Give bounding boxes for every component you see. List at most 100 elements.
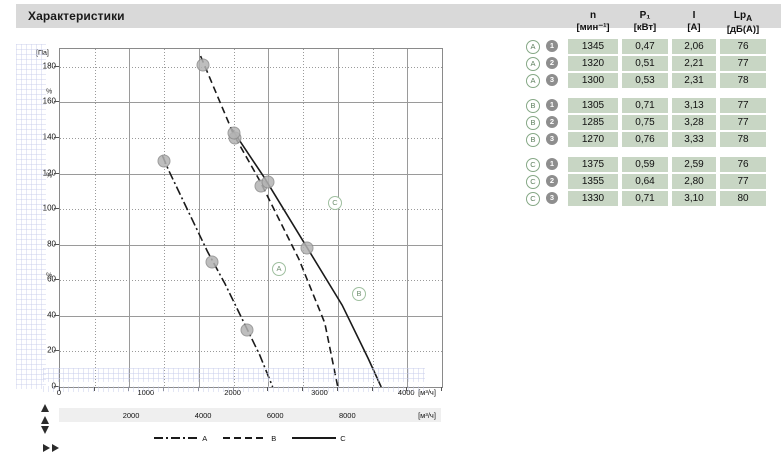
table-row[interactable]: C 1 1375 0,59 2,59 76 [516,156,778,173]
cell-current: 2,80 [672,174,716,189]
x-axis-unit-label: [м³/ч] [418,388,436,397]
x-axis-secondary-tick-label: 2000 [122,411,140,420]
table-group-spacer [516,148,778,156]
curve-lines [161,55,382,387]
operating-point-marker [157,154,171,168]
y-axis-tick-label: 100 [42,203,56,213]
row-speed-badge: 2 [546,116,558,128]
gridline-vertical [407,49,408,387]
row-speed-badge: 3 [546,133,558,145]
y-axis-secondary-label: % [46,272,53,280]
row-speed-badge: 2 [546,175,558,187]
gridline-horizontal [60,316,442,317]
row-speed-badge: 3 [546,74,558,86]
operating-point-marker [261,175,275,189]
y-axis-tick-label: 140 [42,132,56,142]
y-axis-tick-label: 80 [47,239,56,249]
cell-power: 0,59 [622,157,668,172]
triangle-up-icon-2 [41,416,49,424]
cell-power: 0,47 [622,39,668,54]
cell-sound-pressure: 77 [720,98,766,113]
column-unit: [А] [687,22,701,33]
curve-b [199,55,339,387]
table-row[interactable]: B 2 1285 0,75 3,28 77 [516,114,778,131]
cell-sound-pressure: 77 [720,115,766,130]
cell-current: 3,33 [672,132,716,147]
x-axis-primary-labels: 0 1000 2000 3000 4000 [м³/ч] [56,388,441,400]
x-axis-tick-label: 0 [56,388,62,397]
table-row[interactable]: A 1 1345 0,47 2,06 76 [516,38,778,55]
table-row[interactable]: C 2 1355 0,64 2,80 77 [516,173,778,190]
cell-current: 3,13 [672,98,716,113]
cell-current: 2,31 [672,73,716,88]
y-axis-tick-label: 160 [42,96,56,106]
y-axis-tick [54,136,59,138]
specs-table: n [мин⁻¹] P₁ [кВт] I [А] LpA [дБ(А)] A 1 1345 0,47… [516,4,778,207]
gridline-vertical [164,49,165,387]
cell-power: 0,76 [622,132,668,147]
gridline-vertical [338,49,339,387]
column-header: I [А] [672,10,716,34]
row-speed-badge: 1 [546,99,558,111]
cell-power: 0,71 [622,98,668,113]
row-speed-badge: 2 [546,57,558,69]
legend-item-c: C [292,434,346,443]
cell-rpm: 1375 [568,157,618,172]
x-axis-tick-label: 2000 [224,388,241,397]
cell-rpm: 1345 [568,39,618,54]
x-axis-secondary-unit-label: [м³/ч] [418,411,436,420]
gridline-horizontal [60,102,442,103]
row-variant-badge: B [526,99,540,113]
cell-power: 0,71 [622,191,668,206]
x-axis-tick-label: 3000 [311,388,328,397]
y-axis-secondary-label: % [46,172,53,180]
curve-a [161,155,274,387]
x-axis-tick-label: 1000 [137,388,155,397]
gridline-vertical [303,49,304,387]
specs-table-body: A 1 1345 0,47 2,06 76 A 2 1320 0,51 2,21 77 A 3 1300 0,… [516,38,778,207]
column-symbol: n [589,10,597,21]
row-variant-badge: C [526,192,540,206]
table-row[interactable]: A 2 1320 0,51 2,21 77 [516,55,778,72]
y-axis-tick-label: 40 [47,310,56,320]
cell-rpm: 1305 [568,98,618,113]
curve-label-b: B [352,287,366,301]
legend-label: A [202,433,208,443]
gridline-vertical [95,49,96,387]
x-axis-secondary-tick-label: 6000 [266,411,284,420]
plot-area: C A B [59,48,443,388]
curve-label-a: A [272,262,286,276]
cell-sound-pressure: 80 [720,191,766,206]
column-symbol: I [692,10,696,21]
y-axis-tick-label: 20 [47,345,56,355]
table-row[interactable]: B 1 1305 0,71 3,13 77 [516,97,778,114]
cell-rpm: 1270 [568,132,618,147]
legend-item-b: B [223,434,276,443]
y-axis-unit-label: [Па] [36,50,49,57]
y-axis-tick [54,65,59,67]
gridline-vertical [129,49,130,387]
y-axis-tick [54,279,59,281]
section-header-bar [16,4,781,28]
gridline-horizontal [60,280,442,281]
table-row[interactable]: A 3 1300 0,53 2,31 78 [516,72,778,89]
axis-direction-icons [41,398,65,454]
legend-label: B [271,433,277,443]
column-symbol: P₁ [639,10,651,21]
row-variant-badge: A [526,57,540,71]
table-row[interactable]: B 3 1270 0,76 3,33 78 [516,131,778,148]
y-axis-tick-label: 60 [47,274,56,284]
table-row[interactable]: C 3 1330 0,71 3,10 80 [516,190,778,207]
legend-line-swatch [223,437,268,439]
column-header: n [мин⁻¹] [568,10,618,34]
curve-c [231,128,382,387]
gridline-vertical [268,49,269,387]
cell-rpm: 1300 [568,73,618,88]
row-variant-badge: C [526,175,540,189]
y-axis-tick [54,314,59,316]
gridline-horizontal [60,138,442,139]
curve-label-c: C [328,196,342,210]
gridline-vertical [373,49,374,387]
x-axis-secondary-labels: 2000 4000 6000 8000 [м³/ч] [59,408,441,422]
y-axis-secondary-label: % [46,88,53,96]
